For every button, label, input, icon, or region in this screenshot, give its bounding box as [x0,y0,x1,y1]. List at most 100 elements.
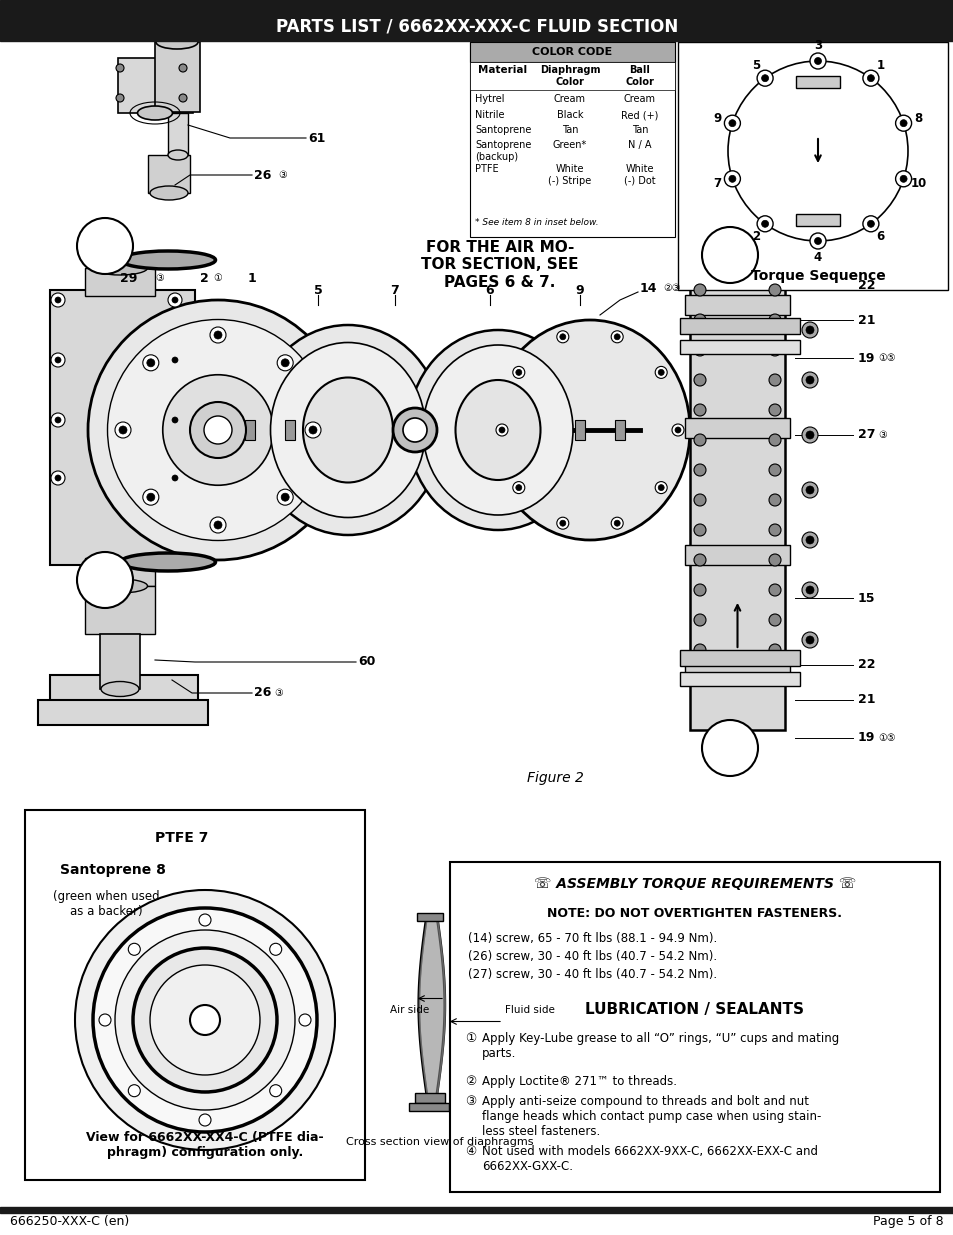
Circle shape [809,233,825,249]
Text: 8: 8 [914,111,922,125]
Text: ③: ③ [877,430,886,440]
Circle shape [757,216,772,232]
Circle shape [143,489,158,505]
Circle shape [768,464,781,475]
Text: 9: 9 [712,111,720,125]
Text: Cream: Cream [554,94,585,104]
Bar [470,42,675,62]
Text: Diaphragm
Color: Diaphragm Color [539,65,599,86]
Text: Ball
Color: Ball Color [625,65,654,86]
Circle shape [768,584,781,597]
Bar [684,295,789,315]
Text: 27: 27 [857,429,875,441]
Circle shape [805,636,813,643]
Text: 7: 7 [390,284,399,296]
Circle shape [55,357,61,363]
Circle shape [671,424,683,436]
Circle shape [895,115,911,131]
Bar [85,585,154,634]
Text: ③: ③ [154,273,164,283]
Text: 5: 5 [314,284,322,296]
Circle shape [805,431,813,438]
Text: White
(-) Dot: White (-) Dot [623,164,655,185]
Circle shape [168,353,182,367]
Text: PARTS LIST / 6662XX-XXX-C FLUID SECTION: PARTS LIST / 6662XX-XXX-C FLUID SECTION [275,17,678,35]
Text: * See item 8 in inset below.: * See item 8 in inset below. [475,217,598,226]
Ellipse shape [120,553,215,571]
Text: Apply Key-Lube grease to all “O” rings, “U” cups and mating
parts.: Apply Key-Lube grease to all “O” rings, … [481,1032,839,1060]
Circle shape [801,322,817,338]
Circle shape [199,1114,211,1126]
Circle shape [281,359,289,367]
Circle shape [277,489,293,505]
Circle shape [760,220,768,227]
Circle shape [119,426,127,433]
Circle shape [172,296,178,303]
Circle shape [557,331,568,343]
Circle shape [51,293,65,308]
Bar [409,1103,448,1112]
Circle shape [693,345,705,356]
Circle shape [760,74,768,82]
Circle shape [768,404,781,416]
Text: ③: ③ [277,170,287,180]
Bar [85,558,154,585]
Text: ③: ③ [274,688,282,698]
Text: View for 6662XX-XX4-C (PTFE dia-
phragm) configuration only.: View for 6662XX-XX4-C (PTFE dia- phragm)… [86,1131,323,1158]
Circle shape [693,524,705,536]
Circle shape [701,227,758,283]
Circle shape [55,296,61,303]
Circle shape [693,643,705,656]
Text: ③: ③ [464,1095,476,1108]
Ellipse shape [408,330,587,530]
Circle shape [723,115,740,131]
Circle shape [801,372,817,388]
Circle shape [309,426,316,433]
Bar [0,7,953,41]
Circle shape [51,471,65,485]
Circle shape [116,94,124,103]
Circle shape [693,374,705,387]
Text: Black: Black [557,110,582,120]
Circle shape [298,1014,311,1026]
Circle shape [614,333,619,340]
Text: 21: 21 [857,314,875,326]
Circle shape [728,175,735,183]
Text: 26: 26 [253,168,271,182]
Text: 26: 26 [253,687,271,699]
Bar [148,156,190,193]
Text: 15: 15 [857,592,875,604]
Circle shape [150,965,260,1074]
Ellipse shape [156,35,198,49]
Ellipse shape [137,106,172,120]
Circle shape [190,403,246,458]
Text: (14) screw, 65 - 70 ft lbs (88.1 - 94.9 Nm).: (14) screw, 65 - 70 ft lbs (88.1 - 94.9 … [468,932,717,945]
Circle shape [199,914,211,926]
Text: Santoprene
(backup): Santoprene (backup) [475,140,531,162]
Circle shape [805,585,813,594]
Circle shape [805,326,813,333]
Text: FOR THE AIR MO-
TOR SECTION, SEE
PAGES 6 & 7.: FOR THE AIR MO- TOR SECTION, SEE PAGES 6… [421,240,578,290]
Ellipse shape [168,149,188,161]
Circle shape [213,521,222,529]
Circle shape [693,555,705,566]
Circle shape [655,482,666,494]
Circle shape [899,175,906,183]
Circle shape [768,674,781,685]
Circle shape [393,408,436,452]
Bar [245,420,254,440]
Circle shape [557,517,568,530]
Text: 29: 29 [120,272,137,284]
Text: (green when used
as a backer): (green when used as a backer) [53,890,159,918]
Circle shape [768,433,781,446]
Text: Not used with models 6662XX-9XX-C, 6662XX-EXX-C and
6662XX-GXX-C.: Not used with models 6662XX-9XX-C, 6662X… [481,1145,817,1173]
Circle shape [768,524,781,536]
Circle shape [270,1084,281,1097]
Bar [795,214,840,226]
Circle shape [128,1084,140,1097]
Bar [0,0,953,7]
Circle shape [801,532,817,548]
Circle shape [899,120,906,127]
Bar [684,659,789,680]
Text: 1: 1 [875,59,883,72]
